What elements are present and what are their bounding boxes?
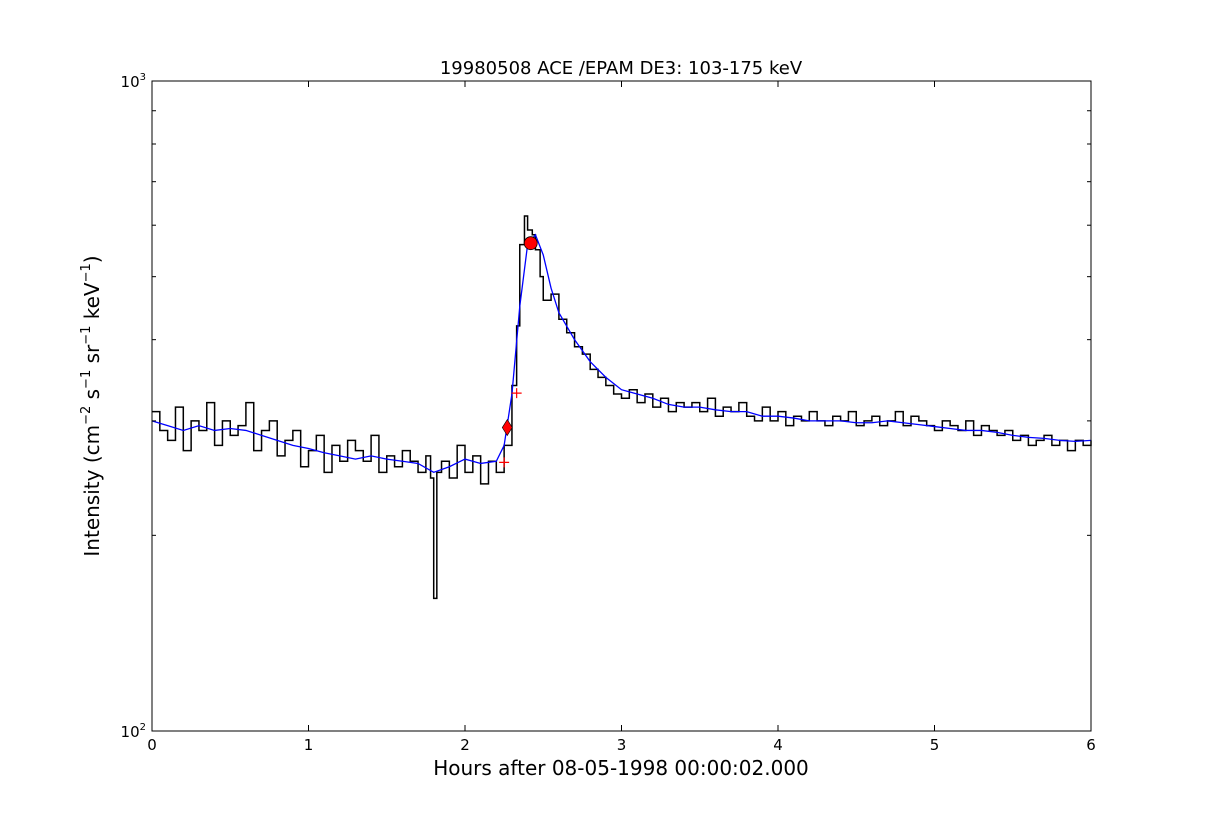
- y-tick-label: 102: [121, 722, 146, 741]
- y-tick-label: 103: [121, 72, 146, 91]
- y-label-kev: keV: [80, 282, 104, 326]
- y-axis-label: Intensity (cm−2 s−1 sr−1 keV−1): [79, 255, 104, 556]
- x-tick-label: 6: [1086, 736, 1096, 754]
- y-tick-label-exp: 2: [140, 722, 146, 733]
- x-axis-label: Hours after 08-05-1998 00:00:02.000: [433, 756, 809, 780]
- x-tick-label: 3: [617, 736, 627, 754]
- series-layer: [151, 215, 1092, 600]
- chart-title: 19980508 ACE /EPAM DE3: 103-175 keV: [440, 58, 803, 79]
- y-tick-label-exp: 3: [140, 72, 146, 83]
- marker-plus: [499, 457, 510, 468]
- peak-marker-circle: [523, 236, 538, 251]
- y-label-exp-kev: −1: [79, 263, 94, 282]
- y-label-base: Intensity (cm: [80, 425, 104, 557]
- y-label-s: s: [80, 389, 104, 406]
- x-tick-label: 4: [773, 736, 783, 754]
- y-label-close: ): [80, 255, 104, 263]
- series-line-smoothed: [151, 233, 1092, 474]
- x-axis-ticks: 0 1 2 3 4 5 6: [147, 81, 1096, 754]
- marker-plus: [511, 388, 522, 399]
- y-label-exp-cm: −2: [79, 406, 94, 425]
- y-label-exp-s: −1: [79, 370, 94, 389]
- y-tick-label-base: 10: [121, 723, 140, 741]
- y-label-exp-sr: −1: [79, 326, 94, 345]
- y-tick-label-base: 10: [121, 73, 140, 91]
- y-label-sr: sr: [80, 344, 104, 370]
- plot-area: [152, 81, 1091, 731]
- x-tick-label: 1: [304, 736, 314, 754]
- x-tick-label: 5: [930, 736, 940, 754]
- x-tick-label: 0: [147, 736, 157, 754]
- onset-marker-diamond: [501, 418, 513, 437]
- x-tick-label: 2: [460, 736, 470, 754]
- marker-layer: [499, 236, 538, 468]
